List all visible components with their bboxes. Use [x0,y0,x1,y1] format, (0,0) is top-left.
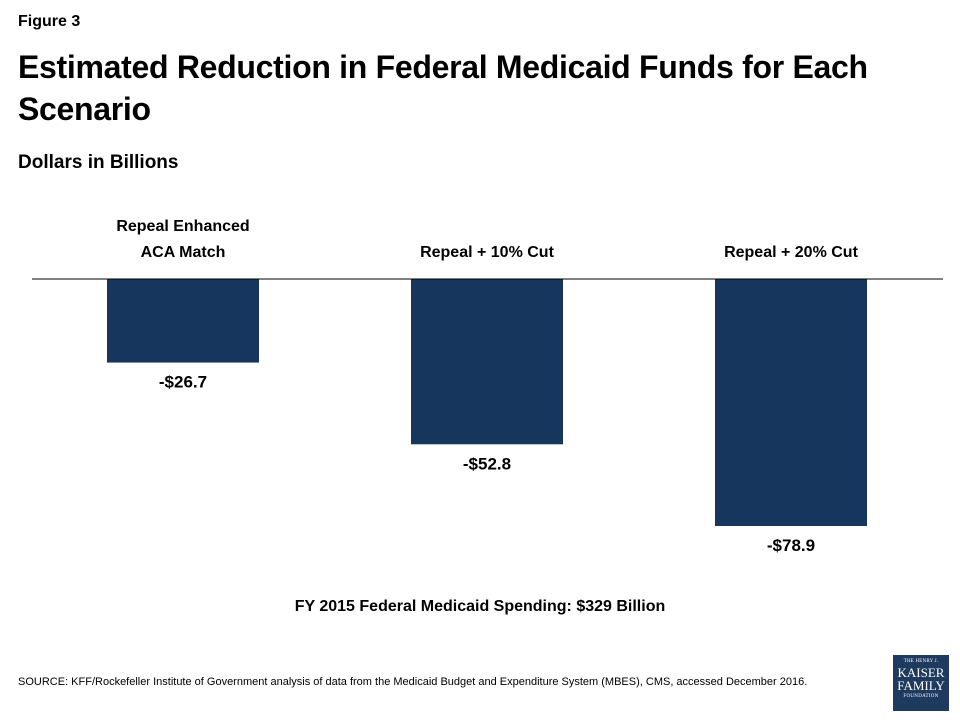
logo-line-4: FOUNDATION [903,694,939,699]
logo-line-1: THE HENRY J. [903,659,939,664]
bar-2 [411,279,563,445]
category-label-3: Repeal + 20% Cut [724,244,859,261]
chart-title: Estimated Reduction in Federal Medicaid … [18,49,868,127]
data-label-3: -$78.9 [767,536,815,555]
data-label-1: -$26.7 [159,373,207,392]
category-label-1-line-2: ACA Match [141,244,226,261]
bar-1 [107,279,259,363]
bar-3 [715,279,867,526]
bar-chart: -$26.7 Repeal Enhanced ACA Match -$52.8 Repe… [32,218,943,555]
category-label-1-line-1: Repeal Enhanced [116,218,249,235]
kff-logo: THE HENRY J. KAISER FAMILY FOUNDATION [893,655,949,711]
data-label-2: -$52.8 [463,454,511,473]
logo-line-3: FAMILY [897,678,945,693]
spending-note: FY 2015 Federal Medicaid Spending: $329 … [294,598,666,615]
chart-subtitle: Dollars in Billions [18,152,179,173]
source-note: SOURCE: KFF/Rockefeller Institute of Gov… [18,676,808,688]
category-label-2: Repeal + 10% Cut [420,244,555,261]
logo-line-2: KAISER [897,665,945,680]
figure-label: Figure 3 [18,13,81,30]
